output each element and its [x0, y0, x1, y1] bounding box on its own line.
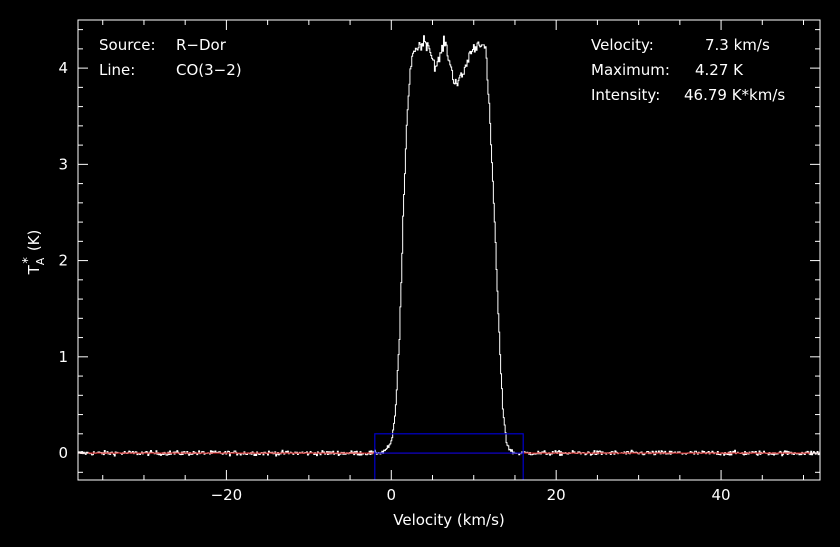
y-tick-label: 0	[58, 444, 68, 462]
plot-frame	[77, 19, 821, 481]
annotations-right: Velocity: 7.3 km/s Maximum: 4.27 K Inten…	[591, 36, 785, 104]
integration-window	[374, 433, 524, 454]
x-tick-label: −20	[211, 486, 243, 504]
annotation-velocity-value: 7.3 km/s	[705, 36, 770, 54]
x-axis-label: Velocity (km/s)	[393, 511, 504, 529]
y-axis-label-unit: (K)	[25, 230, 43, 252]
plot-marks	[78, 35, 821, 480]
svg-text:TA*(K): TA* (K)	[21, 230, 47, 276]
x-tick-label: 40	[712, 486, 731, 504]
y-axis-label-main: T	[25, 264, 43, 275]
y-axis-label-sub: A	[34, 257, 47, 265]
y-axis-label: TA* (K)	[21, 230, 47, 276]
annotation-source-label: Source:	[99, 36, 156, 54]
annotation-maximum-label: Maximum:	[591, 61, 670, 79]
annotations-left: Source: R−Dor Line: CO(3−2)	[99, 36, 242, 79]
y-tick-label: 1	[58, 348, 68, 366]
y-tick-label: 3	[58, 155, 68, 173]
annotation-velocity-label: Velocity:	[591, 36, 654, 54]
axis-tick-labels: −20 0 20 40 0 1 2 3 4	[58, 59, 730, 504]
annotation-line-value: CO(3−2)	[176, 61, 242, 79]
annotation-intensity-value: 46.79 K*km/s	[684, 86, 785, 104]
axis-ticks	[78, 20, 820, 480]
annotation-source-value: R−Dor	[176, 36, 227, 54]
x-tick-label: 0	[387, 486, 397, 504]
annotation-intensity-label: Intensity:	[591, 86, 660, 104]
x-tick-label: 20	[547, 486, 566, 504]
annotation-line-label: Line:	[99, 61, 135, 79]
spectrum-line	[78, 35, 821, 457]
annotation-maximum-value: 4.27 K	[695, 61, 744, 79]
y-tick-label: 2	[58, 252, 68, 270]
y-tick-label: 4	[58, 59, 68, 77]
y-axis-label-sup: *	[21, 257, 36, 264]
